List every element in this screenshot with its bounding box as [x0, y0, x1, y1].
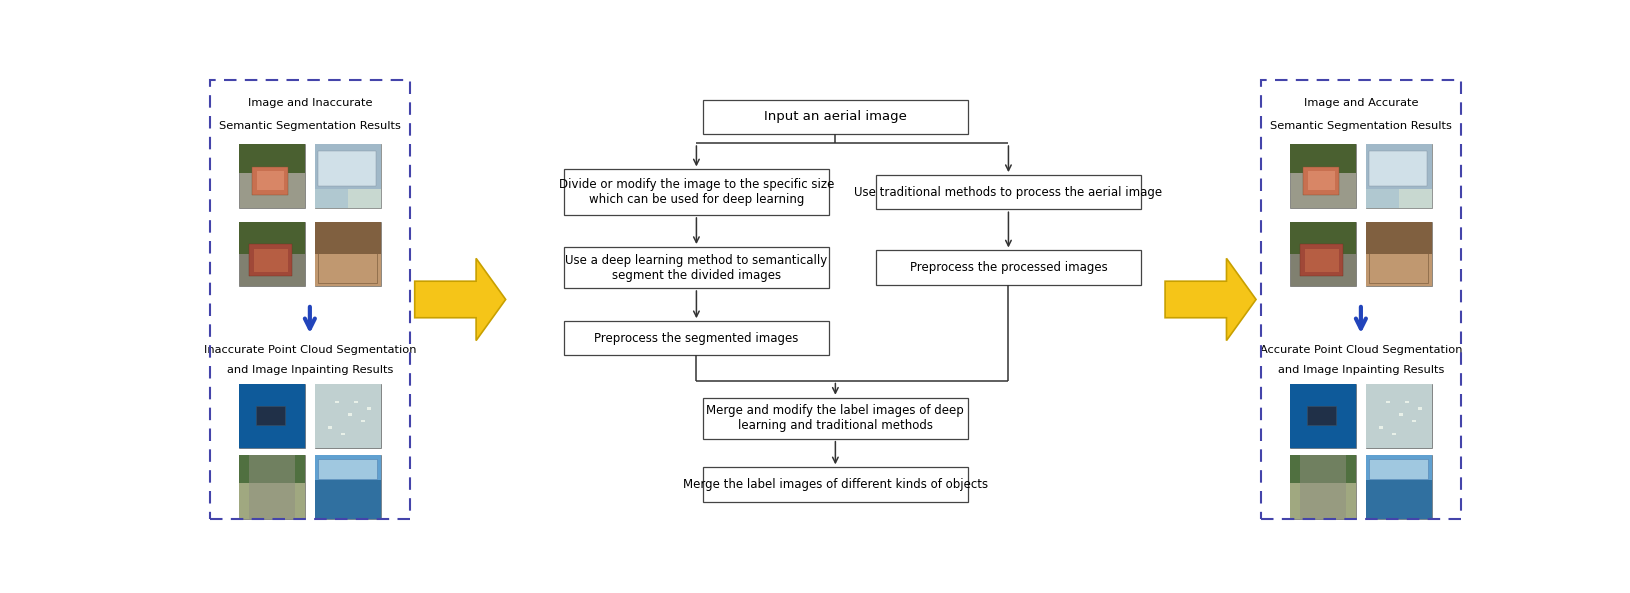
Bar: [334, 400, 339, 403]
Bar: [1301, 244, 1343, 276]
Bar: [341, 432, 346, 435]
Bar: [1304, 249, 1338, 272]
Bar: [1291, 455, 1356, 519]
Bar: [1405, 400, 1410, 403]
Bar: [315, 455, 381, 519]
Bar: [315, 189, 347, 208]
Bar: [1366, 144, 1431, 189]
Bar: [367, 407, 372, 410]
Bar: [315, 144, 381, 189]
Bar: [354, 400, 359, 403]
Bar: [315, 254, 381, 286]
Bar: [328, 426, 333, 429]
FancyBboxPatch shape: [703, 100, 968, 134]
Bar: [258, 171, 285, 190]
Bar: [1379, 426, 1382, 429]
Text: Use a deep learning method to semantically
segment the divided images: Use a deep learning method to semantical…: [566, 253, 828, 282]
Bar: [256, 406, 285, 426]
Bar: [240, 144, 305, 173]
Bar: [240, 384, 305, 448]
Text: and Image Inpainting Results: and Image Inpainting Results: [227, 365, 393, 375]
FancyBboxPatch shape: [564, 321, 830, 355]
Polygon shape: [414, 259, 505, 340]
Bar: [315, 222, 381, 254]
Bar: [240, 144, 305, 208]
Bar: [1369, 225, 1428, 283]
Bar: [1366, 144, 1431, 208]
Bar: [1291, 222, 1356, 286]
Text: Input an aerial image: Input an aerial image: [764, 110, 906, 123]
Bar: [240, 222, 305, 286]
Bar: [1291, 144, 1356, 173]
Bar: [315, 144, 381, 208]
Bar: [240, 222, 305, 254]
Bar: [254, 249, 289, 272]
Text: Merge and modify the label images of deep
learning and traditional methods: Merge and modify the label images of dee…: [706, 404, 965, 432]
Bar: [1366, 254, 1431, 286]
Bar: [249, 244, 292, 276]
Bar: [1386, 400, 1390, 403]
Bar: [1291, 455, 1356, 483]
Bar: [1369, 458, 1428, 479]
Bar: [318, 458, 377, 479]
Polygon shape: [1165, 259, 1257, 340]
Text: Semantic Segmentation Results: Semantic Segmentation Results: [218, 121, 401, 131]
Bar: [1291, 384, 1356, 448]
FancyBboxPatch shape: [875, 250, 1141, 285]
Text: and Image Inpainting Results: and Image Inpainting Results: [1278, 365, 1444, 375]
Bar: [318, 151, 377, 186]
Bar: [1366, 222, 1431, 286]
Bar: [1366, 480, 1431, 519]
Text: Image and Inaccurate: Image and Inaccurate: [248, 98, 372, 108]
Bar: [1366, 222, 1431, 254]
Bar: [1399, 413, 1403, 416]
Bar: [1366, 455, 1431, 480]
FancyBboxPatch shape: [564, 170, 830, 215]
Bar: [249, 455, 295, 519]
Bar: [315, 384, 381, 448]
FancyBboxPatch shape: [564, 247, 830, 288]
Bar: [315, 480, 381, 519]
Bar: [240, 455, 305, 483]
Text: Semantic Segmentation Results: Semantic Segmentation Results: [1270, 121, 1452, 131]
Bar: [1291, 222, 1356, 254]
Text: Divide or modify the image to the specific size
which can be used for deep learn: Divide or modify the image to the specif…: [559, 178, 835, 206]
Bar: [1366, 384, 1431, 448]
Bar: [1392, 432, 1397, 435]
Bar: [240, 483, 305, 519]
Bar: [347, 413, 352, 416]
Bar: [1412, 420, 1416, 422]
Text: Inaccurate Point Cloud Segmentation: Inaccurate Point Cloud Segmentation: [204, 345, 416, 355]
Bar: [240, 455, 305, 519]
Text: Use traditional methods to process the aerial image: Use traditional methods to process the a…: [854, 186, 1162, 199]
Text: Accurate Point Cloud Segmentation: Accurate Point Cloud Segmentation: [1260, 345, 1462, 355]
Bar: [360, 420, 365, 422]
FancyBboxPatch shape: [875, 175, 1141, 209]
Bar: [240, 384, 305, 448]
Bar: [1366, 189, 1399, 208]
Bar: [1418, 407, 1423, 410]
Bar: [315, 455, 381, 480]
Bar: [1307, 406, 1337, 426]
Text: Preprocess the processed images: Preprocess the processed images: [910, 261, 1107, 274]
Bar: [315, 384, 381, 448]
Bar: [1291, 483, 1356, 519]
Bar: [1369, 151, 1426, 186]
Text: Preprocess the segmented images: Preprocess the segmented images: [595, 331, 799, 345]
FancyBboxPatch shape: [703, 398, 968, 439]
Bar: [1291, 144, 1356, 208]
Text: Image and Accurate: Image and Accurate: [1304, 98, 1418, 108]
FancyBboxPatch shape: [703, 467, 968, 502]
Bar: [1366, 384, 1431, 448]
Bar: [1301, 455, 1346, 519]
Bar: [253, 167, 289, 195]
Text: Merge the label images of different kinds of objects: Merge the label images of different kind…: [683, 478, 988, 491]
Bar: [1304, 167, 1340, 195]
Bar: [1291, 384, 1356, 448]
Bar: [318, 225, 377, 283]
Bar: [1307, 171, 1335, 190]
Bar: [315, 222, 381, 286]
Bar: [1366, 455, 1431, 519]
